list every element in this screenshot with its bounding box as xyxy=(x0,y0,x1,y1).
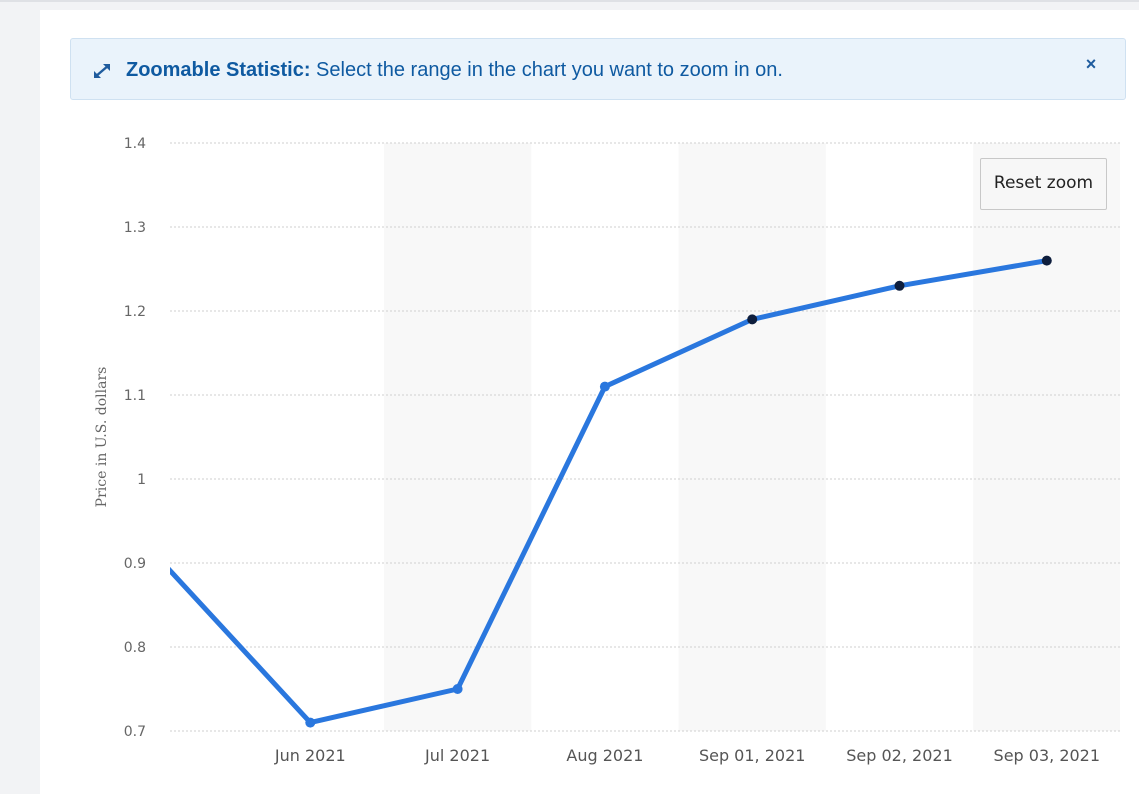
y-tick-label: 1.4 xyxy=(124,136,146,152)
y-tick-label: 1.1 xyxy=(124,388,146,404)
x-tick-label: Sep 03, 2021 xyxy=(994,746,1101,765)
y-tick-label: 0.9 xyxy=(124,556,146,572)
data-point xyxy=(599,381,610,392)
data-point xyxy=(1041,255,1052,266)
y-tick-label: 1.3 xyxy=(124,220,146,236)
top-divider xyxy=(0,0,1139,2)
chart-card xyxy=(40,10,1139,794)
y-axis-title: Price in U.S. dollars xyxy=(94,367,110,508)
expand-arrows-icon xyxy=(94,64,110,78)
data-point xyxy=(747,314,758,325)
data-point xyxy=(894,280,905,291)
banner-title: Zoomable Statistic: xyxy=(126,59,311,81)
y-tick-label: 1 xyxy=(137,472,146,488)
y-tick-label: 0.8 xyxy=(124,640,146,656)
category-band xyxy=(973,143,1120,731)
y-tick-label: 1.2 xyxy=(124,304,146,320)
x-tick-label: Sep 01, 2021 xyxy=(699,746,806,765)
x-tick-label: Jun 2021 xyxy=(274,746,346,765)
x-tick-label: Sep 02, 2021 xyxy=(846,746,953,765)
category-band xyxy=(678,143,826,731)
reset-zoom-button[interactable]: Reset zoom xyxy=(980,158,1107,210)
data-point xyxy=(305,717,316,728)
x-tick-label: Aug 2021 xyxy=(566,746,643,765)
banner-text: Zoomable Statistic: Select the range in … xyxy=(126,59,783,82)
series-line xyxy=(170,258,1048,726)
x-tick-label: Jul 2021 xyxy=(424,746,490,765)
data-point xyxy=(452,684,463,694)
y-tick-label: 0.7 xyxy=(124,724,146,740)
banner-message: Select the range in the chart you want t… xyxy=(310,59,783,81)
close-icon[interactable]: × xyxy=(1085,54,1097,74)
category-band xyxy=(383,143,532,731)
zoom-banner: Zoomable Statistic: Select the range in … xyxy=(70,38,1126,100)
